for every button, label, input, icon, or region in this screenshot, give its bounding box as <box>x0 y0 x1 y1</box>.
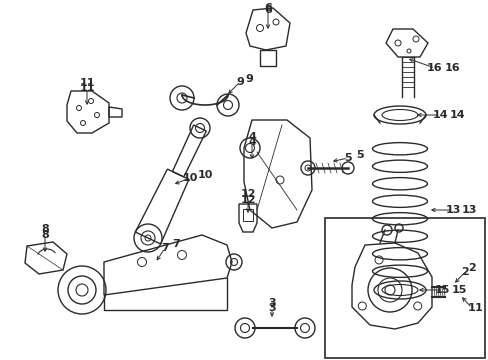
Text: 3: 3 <box>267 298 275 308</box>
Text: 12: 12 <box>240 195 255 205</box>
Text: 7: 7 <box>172 239 180 249</box>
Text: 5: 5 <box>344 153 351 163</box>
Text: 1: 1 <box>474 303 482 313</box>
Text: 8: 8 <box>41 230 49 240</box>
Text: 9: 9 <box>236 77 244 87</box>
Text: 9: 9 <box>244 74 252 84</box>
Text: 7: 7 <box>161 243 168 253</box>
Text: 15: 15 <box>433 285 449 295</box>
Text: 10: 10 <box>182 173 197 183</box>
Text: 16: 16 <box>444 63 460 73</box>
Text: 11: 11 <box>79 83 95 93</box>
Text: 4: 4 <box>247 137 255 147</box>
Text: 13: 13 <box>445 205 460 215</box>
Text: 16: 16 <box>427 63 442 73</box>
Text: 15: 15 <box>451 285 467 295</box>
Text: 2: 2 <box>467 263 475 273</box>
Text: 3: 3 <box>267 303 275 313</box>
Text: 14: 14 <box>431 110 447 120</box>
Text: 11: 11 <box>79 78 95 88</box>
Text: 10: 10 <box>198 170 213 180</box>
Text: 14: 14 <box>449 110 465 120</box>
Text: 6: 6 <box>264 5 271 15</box>
Text: 12: 12 <box>240 189 255 199</box>
Text: 6: 6 <box>264 3 271 13</box>
Text: 5: 5 <box>355 150 363 160</box>
Text: 2: 2 <box>460 267 468 277</box>
Text: 1: 1 <box>467 303 475 313</box>
Bar <box>325 218 484 358</box>
Text: 13: 13 <box>461 205 476 215</box>
Text: 8: 8 <box>41 224 49 234</box>
Text: 4: 4 <box>247 132 255 142</box>
